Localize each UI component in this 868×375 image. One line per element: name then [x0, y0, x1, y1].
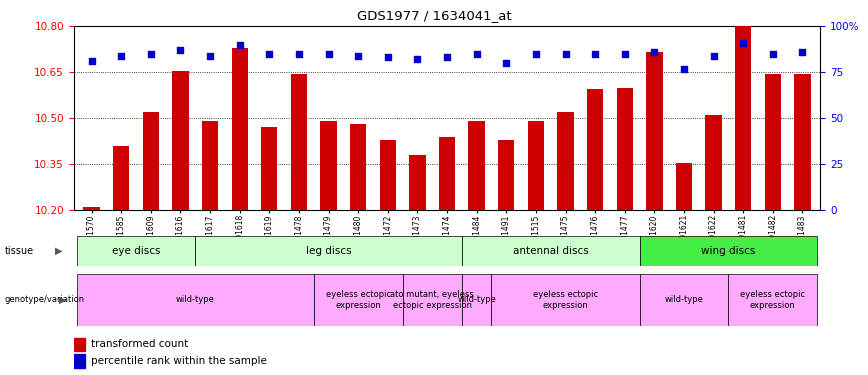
Bar [350, 124, 366, 210]
Point [529, 51, 542, 57]
Text: wing discs: wing discs [701, 246, 756, 256]
Bar [640, 236, 818, 266]
Point [262, 51, 276, 57]
Bar [261, 127, 278, 210]
Text: ▶: ▶ [56, 246, 62, 256]
Point [233, 42, 247, 48]
Bar [439, 136, 455, 210]
Bar [83, 207, 100, 210]
Point [321, 51, 335, 57]
Text: eye discs: eye discs [112, 246, 161, 256]
Text: wild-type: wild-type [665, 296, 703, 304]
Point [381, 54, 395, 60]
Point [589, 51, 602, 57]
Bar [74, 338, 84, 351]
Bar [469, 121, 485, 210]
Bar [557, 112, 574, 210]
Text: percentile rank within the sample: percentile rank within the sample [91, 356, 267, 366]
Bar [706, 115, 722, 210]
Point [440, 54, 454, 60]
Bar [142, 112, 159, 210]
Bar [409, 155, 425, 210]
Text: eyeless ectopic
expression: eyeless ectopic expression [740, 290, 806, 310]
Text: eyeless ectopic
expression: eyeless ectopic expression [326, 290, 391, 310]
Point [618, 51, 632, 57]
Text: ato mutant, eyeless
ectopic expression: ato mutant, eyeless ectopic expression [391, 290, 474, 310]
Point [796, 49, 810, 55]
Point [470, 51, 483, 57]
Point [352, 53, 365, 58]
Point [115, 53, 128, 58]
Text: genotype/variation: genotype/variation [4, 296, 84, 304]
Bar [462, 274, 491, 326]
Bar [76, 236, 195, 266]
Bar [728, 274, 818, 326]
Text: eyeless ectopic
expression: eyeless ectopic expression [533, 290, 598, 310]
Text: ▶: ▶ [59, 295, 66, 305]
Bar [74, 354, 84, 368]
Bar [491, 274, 640, 326]
Text: transformed count: transformed count [91, 339, 188, 349]
Bar [379, 140, 396, 210]
Bar [676, 162, 692, 210]
Bar [320, 121, 337, 210]
Bar [528, 121, 544, 210]
Bar [462, 236, 640, 266]
Text: GDS1977 / 1634041_at: GDS1977 / 1634041_at [357, 9, 511, 22]
Point [411, 56, 424, 62]
Bar [291, 74, 307, 210]
Point [648, 49, 661, 55]
Point [144, 51, 158, 57]
Point [499, 60, 513, 66]
Point [203, 53, 217, 58]
Bar [202, 121, 218, 210]
Bar [498, 140, 515, 210]
Text: antennal discs: antennal discs [513, 246, 589, 256]
Bar [616, 87, 633, 210]
Point [292, 51, 306, 57]
Point [84, 58, 98, 64]
Point [677, 66, 691, 72]
Text: wild-type: wild-type [176, 296, 214, 304]
Bar [195, 236, 462, 266]
Bar [587, 89, 603, 210]
Text: wild-type: wild-type [457, 296, 496, 304]
Bar [735, 26, 752, 210]
Bar [172, 70, 188, 210]
Text: leg discs: leg discs [306, 246, 352, 256]
Bar [403, 274, 462, 326]
Point [559, 51, 573, 57]
Bar [765, 74, 781, 210]
Bar [313, 274, 403, 326]
Point [766, 51, 779, 57]
Point [736, 40, 750, 46]
Bar [794, 74, 811, 210]
Point [174, 47, 187, 53]
Bar [76, 274, 313, 326]
Text: tissue: tissue [4, 246, 34, 256]
Point [707, 53, 720, 58]
Bar [113, 146, 129, 210]
Bar [232, 48, 247, 210]
Bar [647, 52, 662, 210]
Bar [640, 274, 728, 326]
